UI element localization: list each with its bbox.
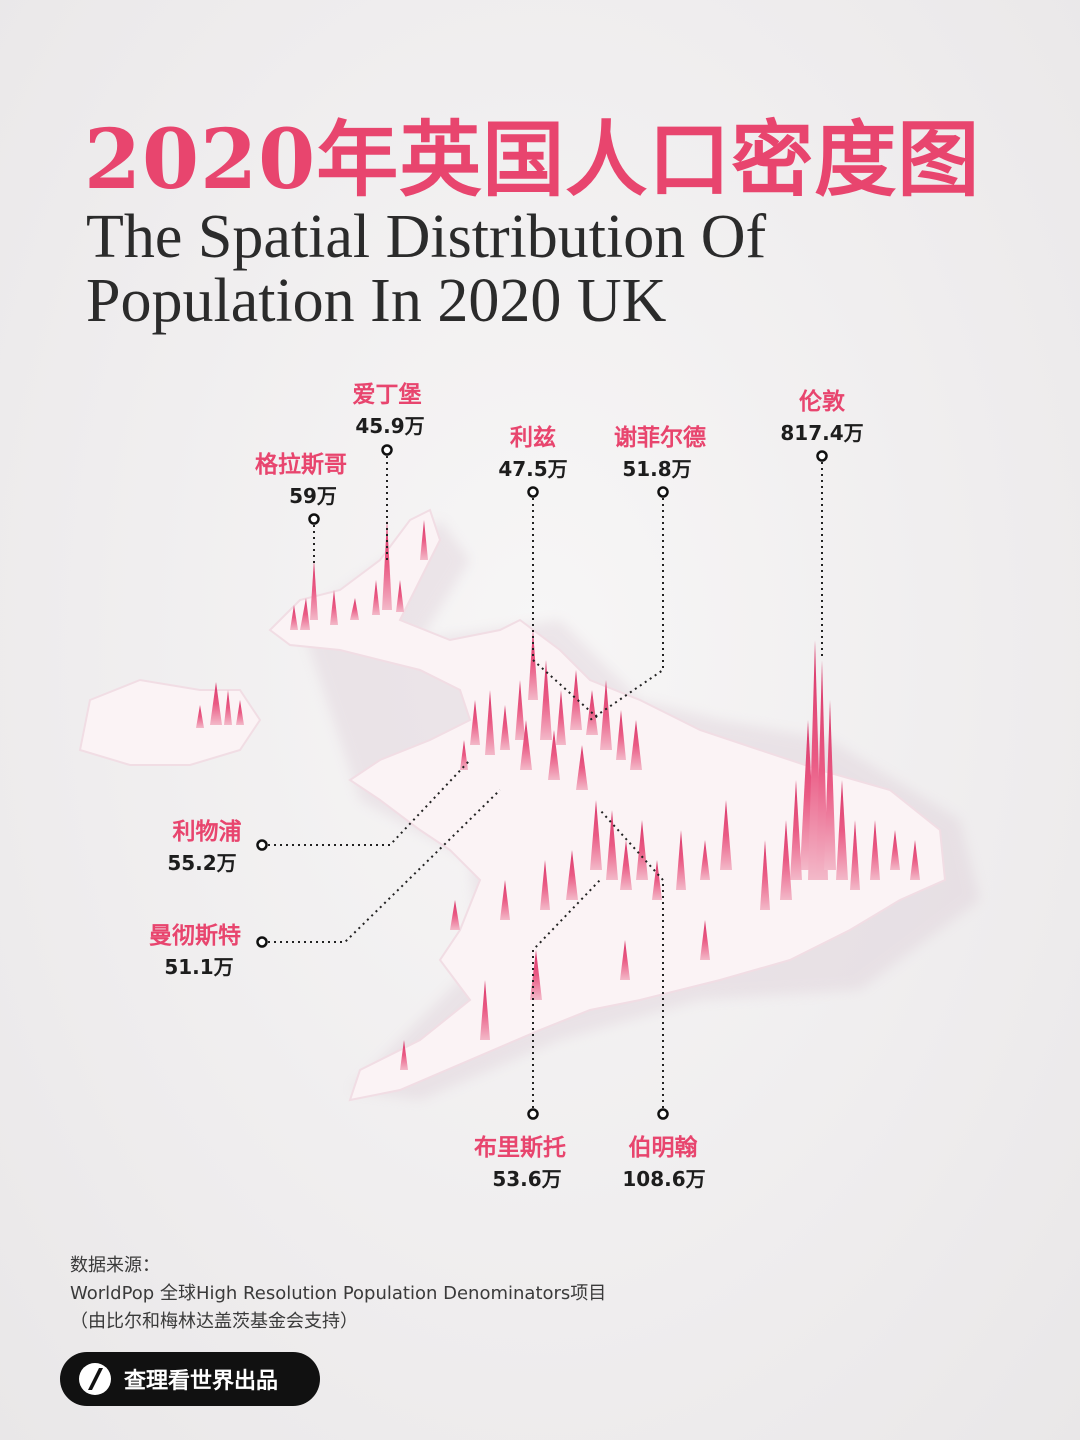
data-source-line-1: WorldPop 全球High Resolution Population De…: [70, 1283, 607, 1304]
marker-london: [816, 450, 828, 462]
spikes-south-west: [400, 880, 710, 1070]
leader-line-bristol: [532, 879, 601, 1114]
marker-glasgow: [308, 513, 320, 525]
leader-line-liverpool: [262, 759, 471, 846]
marker-leeds: [527, 486, 539, 498]
spikes-northern-england: [460, 630, 642, 790]
city-population-edinburgh: 45.9万: [355, 414, 425, 438]
leader-line-leeds: [532, 492, 601, 721]
slash-logo-icon: [79, 1363, 111, 1395]
marker-birmingham: [657, 1108, 669, 1120]
marker-manchester: [256, 936, 268, 948]
leader-markers: [256, 444, 828, 1120]
title-english: The Spatial Distribution Of Population I…: [86, 205, 986, 333]
spikes-scotland: [290, 520, 428, 630]
marker-sheffield: [657, 486, 669, 498]
title-chinese: 2020年英国人口密度图: [84, 112, 981, 208]
marker-edinburgh: [381, 444, 393, 456]
city-name-birmingham: 伯明翰: [628, 1135, 698, 1161]
landmass-northern-ireland: [78, 678, 262, 766]
spikes-midlands: [540, 800, 732, 910]
city-name-leeds: 利兹: [510, 425, 556, 451]
city-population-manchester: 51.1万: [164, 955, 234, 979]
title-english-line-2: Population In 2020 UK: [86, 267, 667, 335]
marker-bristol: [527, 1108, 539, 1120]
leader-line-birmingham: [599, 809, 664, 1114]
city-population-london: 817.4万: [780, 421, 864, 445]
data-source: 数据来源： WorldPop 全球High Resolution Populat…: [70, 1252, 606, 1336]
city-name-manchester: 曼彻斯特: [149, 923, 241, 949]
city-population-leeds: 47.5万: [498, 457, 568, 481]
city-name-edinburgh: 爱丁堡: [352, 382, 422, 408]
data-source-label: 数据来源：: [70, 1255, 160, 1276]
city-name-liverpool: 利物浦: [172, 819, 242, 845]
title-english-line-1: The Spatial Distribution Of: [86, 203, 767, 271]
city-population-glasgow: 59万: [289, 484, 337, 508]
city-name-london: 伦敦: [799, 389, 845, 415]
marker-liverpool: [256, 839, 268, 851]
city-name-bristol: 布里斯托: [474, 1135, 566, 1161]
spikes-london: [760, 640, 920, 910]
city-population-sheffield: 51.8万: [622, 457, 692, 481]
city-population-bristol: 53.6万: [492, 1167, 562, 1191]
brand-badge: 查理看世界出品: [60, 1352, 320, 1406]
city-population-birmingham: 108.6万: [622, 1167, 706, 1191]
brand-text: 查理看世界出品: [124, 1369, 279, 1394]
city-name-sheffield: 谢菲尔德: [614, 425, 706, 451]
leader-lines: [262, 450, 823, 1114]
city-population-liverpool: 55.2万: [167, 851, 237, 875]
landmass-great-britain: [268, 508, 947, 1102]
spikes-northern-ireland: [196, 682, 244, 728]
data-source-line-2: （由比尔和梅林达盖茨基金会支持）: [70, 1311, 358, 1332]
city-name-glasgow: 格拉斯哥: [255, 452, 347, 478]
